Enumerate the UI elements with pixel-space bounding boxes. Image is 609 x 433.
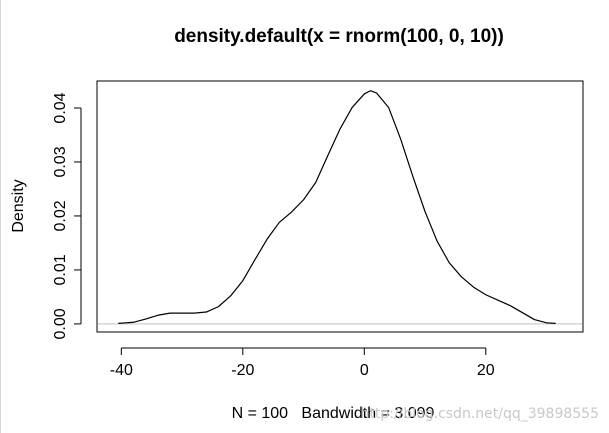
y-tick-label: 0.00 [52, 308, 69, 339]
x-axis-label: N = 100 Bandwidth = 3.099 [232, 405, 435, 422]
watermark: http://blog.csdn.net/qq_39898555 [361, 406, 600, 422]
plot-box [96, 80, 584, 333]
x-tick-label: 0 [360, 362, 369, 379]
y-tick-label: 0.02 [52, 200, 69, 231]
x-tick-label: -20 [231, 362, 254, 379]
y-tick-label: 0.03 [52, 146, 69, 177]
y-axis: 0.00 0.01 0.02 0.03 0.04 [52, 92, 82, 339]
x-tick-label: 20 [477, 362, 495, 379]
x-axis: -40 -20 0 20 [110, 347, 495, 379]
density-curve [118, 90, 556, 324]
y-axis-label: Density [10, 179, 27, 232]
y-tick-label: 0.01 [52, 254, 69, 285]
y-tick-label: 0.04 [52, 92, 69, 123]
x-tick-label: -40 [110, 362, 133, 379]
chart-title: density.default(x = rnorm(100, 0, 10)) [174, 26, 504, 47]
